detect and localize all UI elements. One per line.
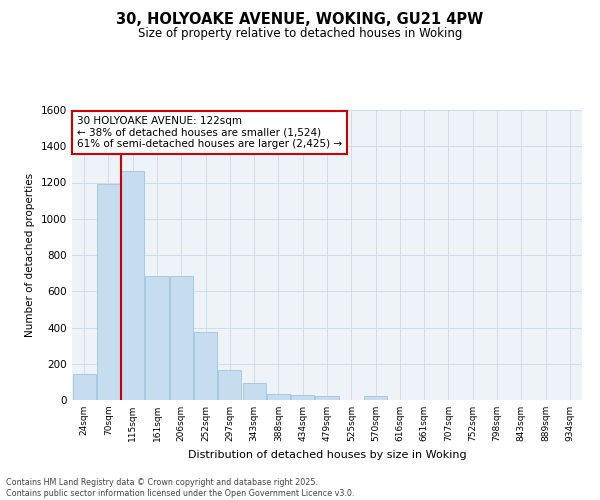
Bar (97, 184, 120, 400)
Text: Size of property relative to detached houses in Woking: Size of property relative to detached ho… (138, 28, 462, 40)
Text: 30, HOLYOAKE AVENUE, WOKING, GU21 4PW: 30, HOLYOAKE AVENUE, WOKING, GU21 4PW (116, 12, 484, 28)
Bar (194, 332, 217, 400)
Bar (242, 383, 266, 400)
Bar (73, 374, 95, 400)
Text: 30 HOLYOAKE AVENUE: 122sqm
← 38% of detached houses are smaller (1,524)
61% of s: 30 HOLYOAKE AVENUE: 122sqm ← 38% of deta… (77, 116, 342, 149)
Bar (364, 396, 387, 400)
Bar (291, 396, 314, 400)
Text: Contains HM Land Registry data © Crown copyright and database right 2025.
Contai: Contains HM Land Registry data © Crown c… (6, 478, 355, 498)
Bar (121, 170, 144, 400)
Bar (267, 394, 290, 400)
Bar (170, 276, 193, 400)
Bar (316, 396, 338, 400)
X-axis label: Distribution of detached houses by size in Woking: Distribution of detached houses by size … (188, 450, 466, 460)
Y-axis label: Number of detached properties: Number of detached properties (25, 173, 35, 337)
Bar (145, 276, 169, 400)
Bar (218, 370, 241, 400)
